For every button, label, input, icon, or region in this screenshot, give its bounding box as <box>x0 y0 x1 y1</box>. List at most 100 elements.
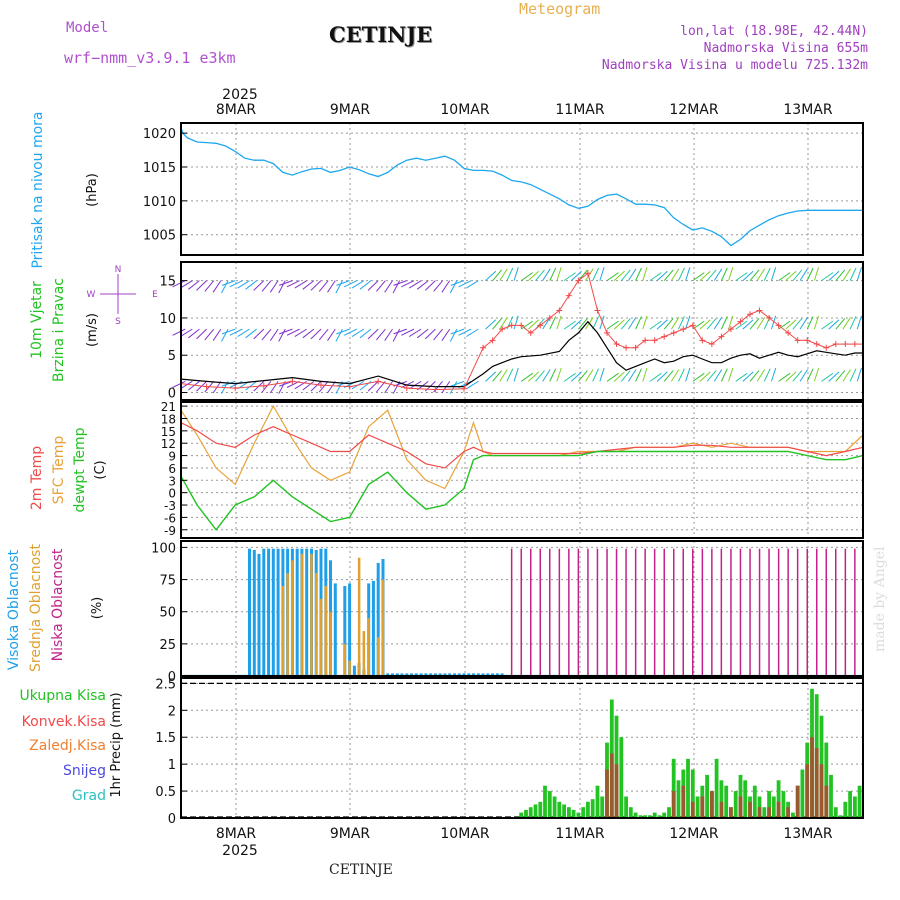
wind-gust-marker <box>527 329 534 336</box>
wind-barb <box>770 367 777 382</box>
wind-barb <box>699 270 711 282</box>
wind-barb <box>663 318 674 330</box>
wind-barb <box>433 328 443 341</box>
wind-barb <box>279 280 293 286</box>
pressure-ylabel: Pritisak na nivou mora <box>30 111 46 268</box>
wind-barb <box>327 381 336 394</box>
total-precip-bar <box>791 812 795 818</box>
high-cloud-bar <box>429 673 433 676</box>
conv-precip-bar <box>810 737 814 818</box>
wind-barb <box>392 328 401 342</box>
wind-barb <box>556 315 562 330</box>
wind-barb <box>245 380 257 391</box>
total-precip-bar <box>767 791 771 818</box>
precip-legend-item: Zaledj.Kisa <box>29 738 106 754</box>
wind-gust-marker <box>661 333 668 340</box>
wind-barb <box>649 372 662 382</box>
wind-barb <box>828 371 840 382</box>
conv-precip-bar <box>767 807 771 818</box>
wind-barb <box>592 267 600 281</box>
top-year-label: 2025 <box>222 87 258 103</box>
wind-gust-marker <box>546 314 553 321</box>
wind-barb <box>770 315 777 330</box>
y-tick-label: 1010 <box>143 195 176 210</box>
wind-barb <box>599 315 605 330</box>
wind-barb <box>294 280 307 289</box>
wind-barb <box>229 280 243 288</box>
precip-legend-item: Ukupna Kisa <box>19 688 106 704</box>
y-tick-label: -6 <box>164 511 176 525</box>
wind-barb <box>278 328 286 342</box>
wind-barb <box>649 320 662 330</box>
wind-barb <box>520 272 533 282</box>
wind-barb <box>279 328 293 335</box>
conv-precip-bar <box>776 801 781 818</box>
mid-cloud-bar <box>286 573 289 676</box>
wind-barb <box>792 370 803 382</box>
wind-barb <box>828 270 840 282</box>
high-cloud-bar <box>352 665 356 676</box>
wind-barb <box>849 267 857 281</box>
total-precip-bar <box>600 796 605 818</box>
wind-barb <box>376 328 386 341</box>
model-elevation-info: Nadmorska Visina u modelu 725.132m <box>601 58 868 73</box>
mid-cloud-bar <box>310 553 313 676</box>
wind-barb <box>842 317 851 330</box>
wind-barb <box>269 280 279 293</box>
wind-barb <box>656 270 668 282</box>
wind-barb <box>485 270 497 282</box>
wind-barb <box>821 372 834 382</box>
wind-gust-marker <box>556 307 563 314</box>
wind-barb <box>237 328 250 338</box>
wind-barb <box>670 317 680 330</box>
wind-gust-marker <box>480 344 487 351</box>
wind-barb <box>343 328 357 336</box>
2m-temp-line <box>180 422 864 469</box>
wind-barb <box>449 328 458 342</box>
wind-barb <box>180 380 193 390</box>
wind-barb <box>351 328 365 338</box>
low-cloud-bar <box>816 548 818 676</box>
wind-gust-marker <box>708 341 715 348</box>
wind-barb <box>756 268 766 281</box>
wind-barb <box>813 267 820 281</box>
wind-barb <box>606 372 619 382</box>
conv-precip-bar <box>795 785 800 818</box>
wind-barb <box>392 280 401 294</box>
low-cloud-bar <box>653 548 656 676</box>
low-cloud-bar <box>720 548 723 676</box>
wind-barb <box>441 280 451 293</box>
high-cloud-bar <box>457 673 461 676</box>
wind-barb <box>245 280 257 290</box>
y-tick-label: 0.5 <box>155 785 176 800</box>
mid-cloud-bar <box>343 643 347 676</box>
wind-barb <box>620 318 631 330</box>
y-tick-label: 100 <box>151 541 176 556</box>
wind-ylabel: 10m Vjetar <box>29 281 45 359</box>
wind-barb <box>563 272 576 282</box>
y-tick-label: 1005 <box>143 229 176 244</box>
wind-barb <box>180 280 193 289</box>
wind-barb <box>278 280 286 294</box>
mid-cloud-bar <box>319 598 323 676</box>
high-cloud-bar <box>476 673 480 676</box>
wind-barb <box>778 320 791 330</box>
y-tick-label: 15 <box>161 425 176 439</box>
mid-cloud-bar <box>376 637 380 676</box>
mid-cloud-bar <box>329 611 332 676</box>
wind-barb <box>742 371 754 382</box>
high-cloud-bar <box>376 562 380 676</box>
mid-cloud-bar <box>315 573 318 676</box>
wind-gust-marker <box>203 383 210 390</box>
low-cloud-bar <box>644 548 646 676</box>
total-precip-bar <box>719 780 724 818</box>
wind-barb <box>642 267 648 281</box>
wind-gust-marker <box>823 344 830 351</box>
wind-barb <box>520 372 533 382</box>
wind-gust-marker <box>432 386 439 393</box>
conv-precip-bar <box>690 801 695 818</box>
wind-barb <box>269 381 279 394</box>
wind-barb <box>670 268 680 281</box>
wind-barb <box>221 280 236 286</box>
conv-precip-bar <box>729 807 733 818</box>
